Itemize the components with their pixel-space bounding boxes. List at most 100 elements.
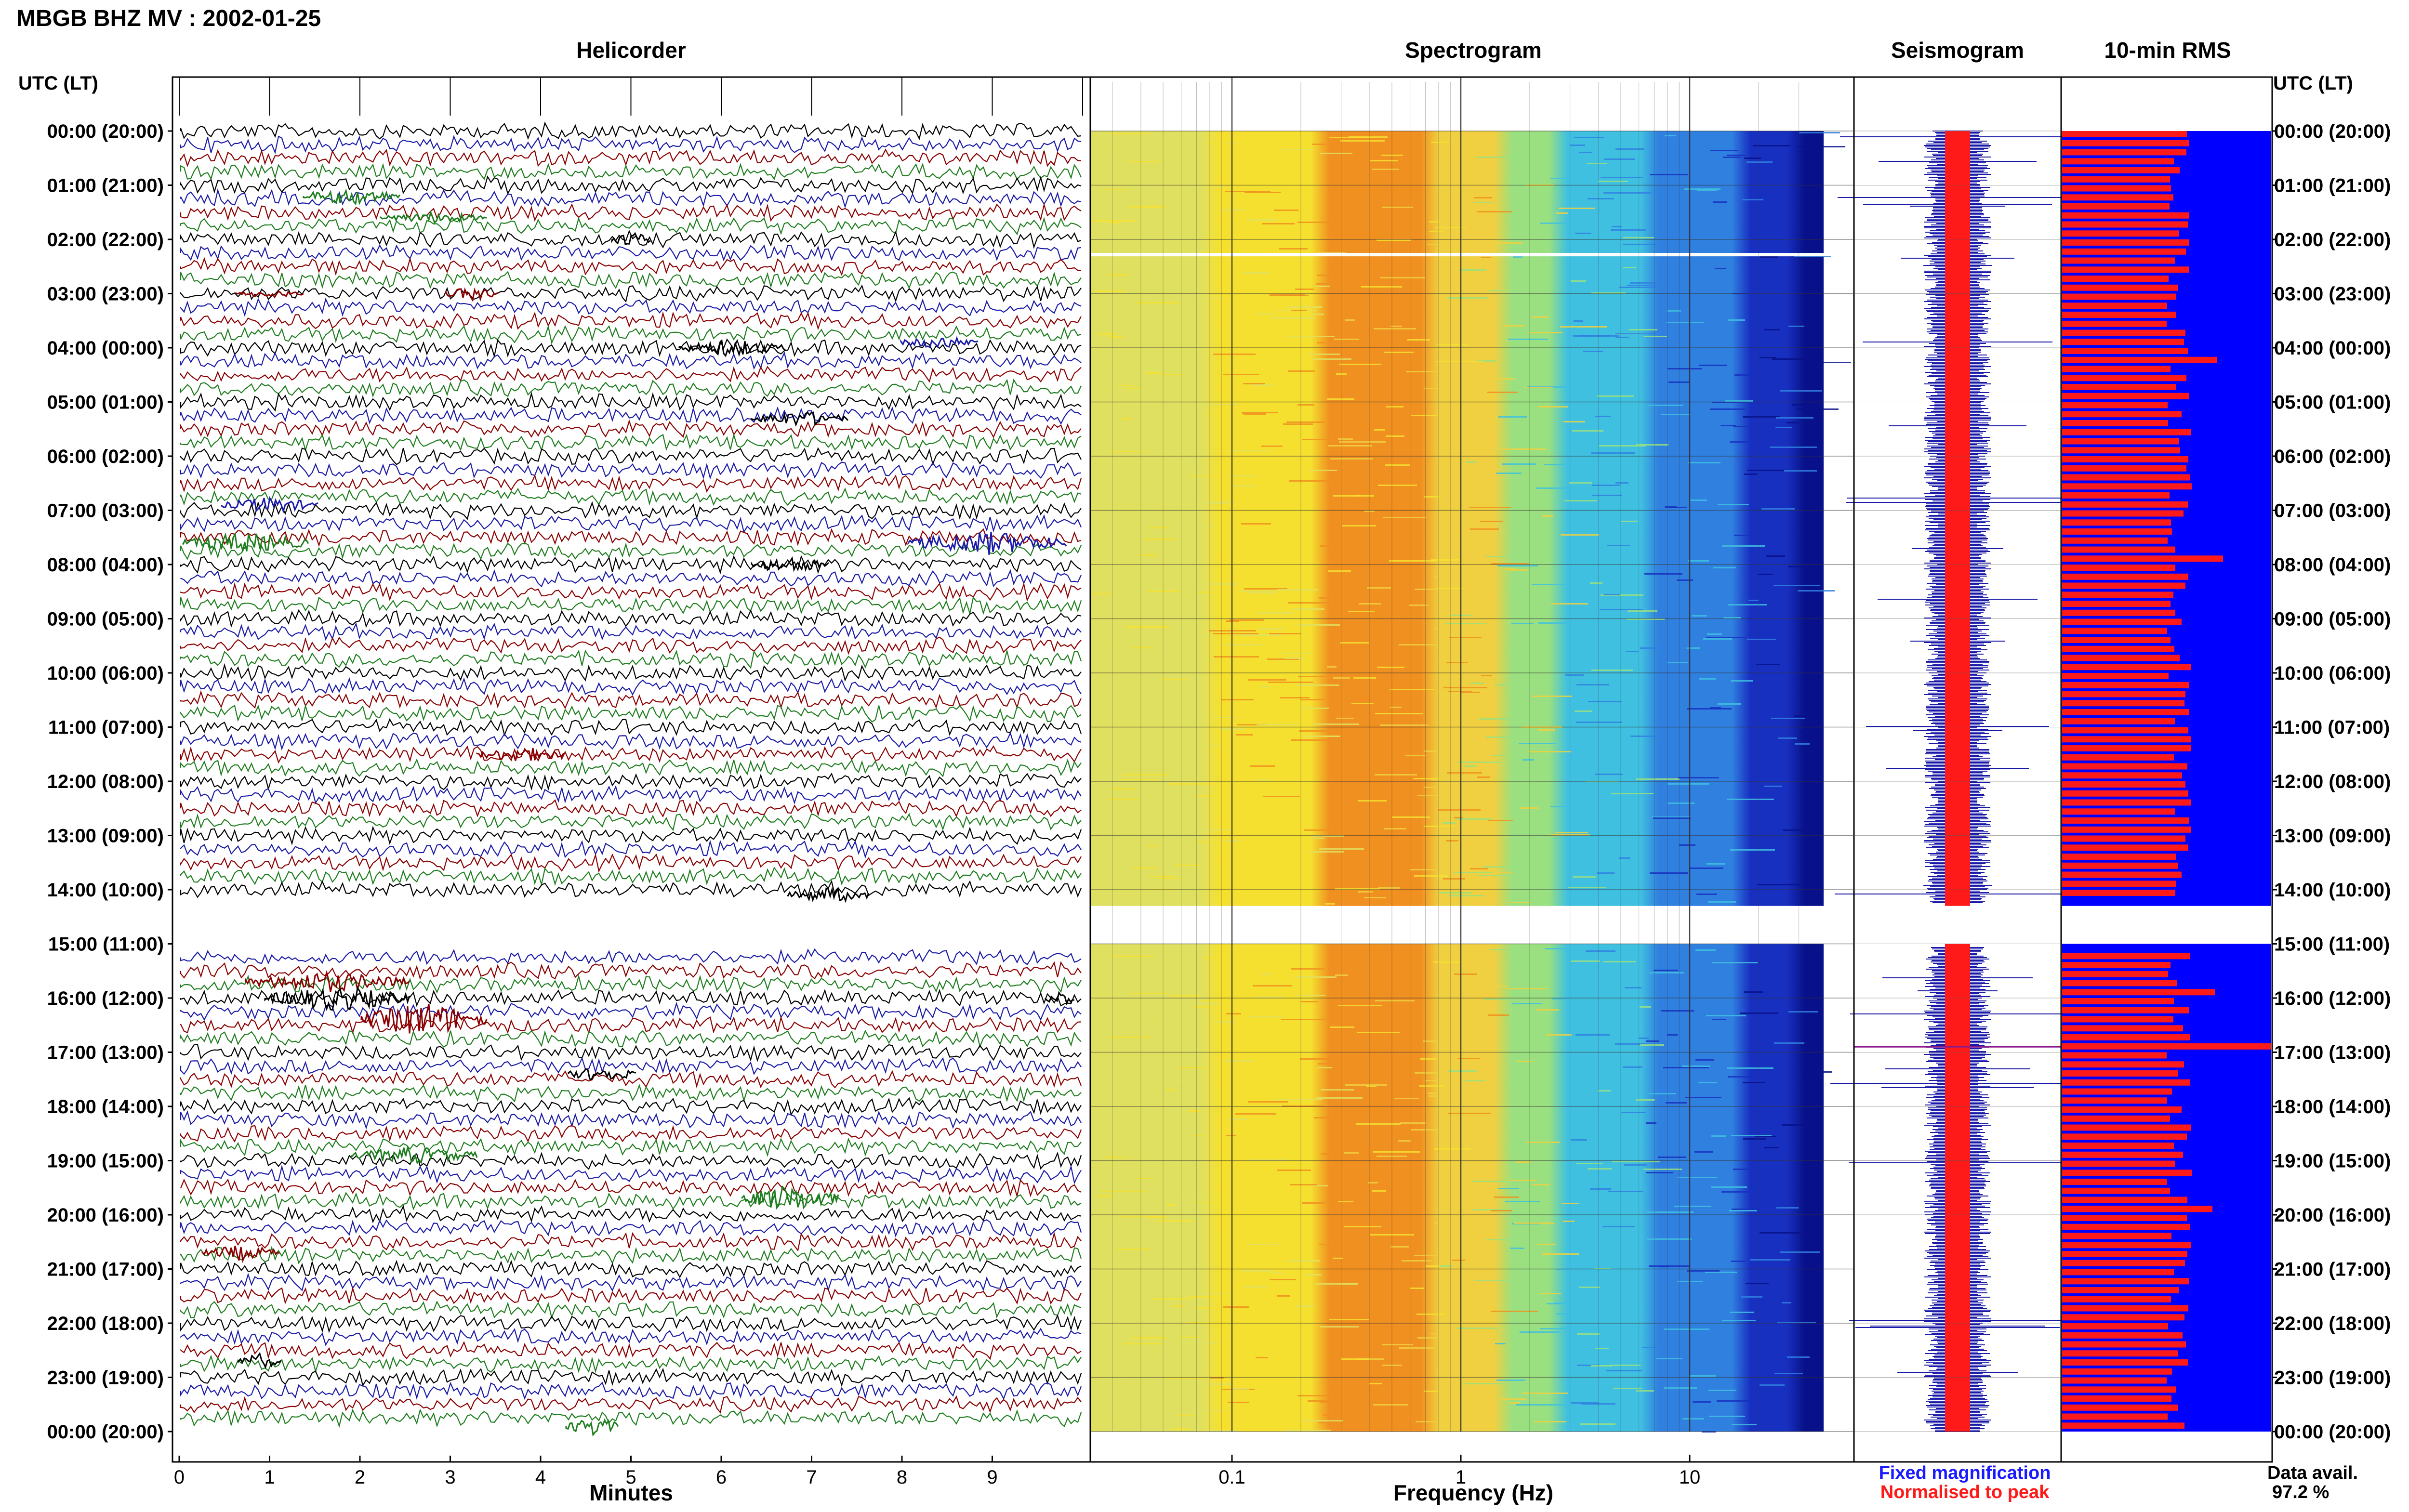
rms-bar xyxy=(2062,312,2176,318)
helicorder-trace xyxy=(180,677,1082,696)
spectrogram-speckle xyxy=(1167,1098,1187,1099)
spectrogram-speckle xyxy=(1744,473,1757,475)
spectrogram-speckle xyxy=(1226,1013,1241,1014)
rms-bar xyxy=(2062,194,2173,201)
rms-bar xyxy=(2062,420,2168,426)
spectrogram-speckle xyxy=(1357,1032,1400,1033)
spectrogram-speckle xyxy=(1112,149,1137,151)
helicorder-event xyxy=(245,970,410,992)
spectrogram-speckle xyxy=(1667,322,1704,323)
spectrogram-speckle xyxy=(1313,358,1351,360)
spectrogram-speckle xyxy=(1449,895,1484,896)
spectrogram-speckle xyxy=(1435,621,1470,622)
spectrogram-speckle xyxy=(1198,1293,1227,1294)
spectrogram-speckle xyxy=(1258,628,1284,630)
rms-bar xyxy=(2062,140,2189,146)
spectrogram-speckle xyxy=(1159,878,1181,879)
spectrogram-speckle xyxy=(1283,423,1313,425)
rms-bar xyxy=(2062,592,2173,598)
spectrogram-speckle xyxy=(1302,1202,1324,1204)
rms-bar xyxy=(2062,1007,2189,1013)
spectrogram-speckle xyxy=(1123,650,1153,652)
spectrogram-speckle xyxy=(1415,589,1447,590)
spectrogram-speckle xyxy=(1286,421,1324,423)
spectrogram-speckle xyxy=(1466,461,1476,463)
spectrogram-speckle xyxy=(1435,227,1466,228)
spectrogram-speckle xyxy=(1328,570,1351,572)
spectrogram-speckle xyxy=(1615,333,1659,334)
helicorder-trace xyxy=(180,351,1082,370)
spectrogram-speckle xyxy=(1377,667,1404,668)
helicorder-trace xyxy=(180,772,1082,791)
spectrogram-speckle xyxy=(1316,283,1328,285)
rms-bar xyxy=(2062,736,2191,743)
spectrogram-speckle xyxy=(1774,1373,1803,1374)
spectrogram-speckle xyxy=(1615,482,1628,484)
spectrogram-speckle xyxy=(1188,475,1228,476)
plot-title: MBGB BHZ MV : 2002-01-25 xyxy=(16,6,321,31)
spectrogram-speckle xyxy=(1597,872,1615,874)
rms-bar xyxy=(2062,221,2188,228)
spectrogram-speckle xyxy=(1196,841,1211,843)
spectrogram-speckle xyxy=(1636,1390,1654,1392)
helicorder-trace xyxy=(180,745,1082,764)
spectrogram-speckle xyxy=(1687,708,1732,710)
spectrogram-speckle xyxy=(1546,1034,1572,1036)
spectrogram-speckle xyxy=(1486,1239,1532,1240)
right-time-label: 10:00 (06:00) xyxy=(2274,663,2391,684)
rms-bar xyxy=(2062,339,2184,345)
spectrogram-speckle xyxy=(1782,1302,1791,1303)
seismogram-normalised-band-pm xyxy=(1945,944,1970,1432)
spectrogram-speckle xyxy=(1490,949,1524,950)
rms-bar xyxy=(2062,402,2168,408)
spectrogram-speckle xyxy=(1712,402,1758,403)
rms-bar xyxy=(2062,356,2217,363)
spectrogram-speckle xyxy=(1295,289,1314,290)
spectrogram-speckle xyxy=(1345,1084,1387,1086)
spectrogram-speckle xyxy=(1139,554,1156,556)
spectrogram-speckle xyxy=(1599,445,1646,447)
spectrogram-speckle xyxy=(1603,192,1651,194)
spectrogram-speckle xyxy=(1713,201,1727,203)
spectrogram-speckle xyxy=(1734,535,1752,536)
spectrogram-speckle xyxy=(1318,1422,1329,1423)
left-time-label: 00:00 (20:00) xyxy=(47,1421,164,1443)
helicorder-event xyxy=(201,1246,280,1263)
spectrogram-speckle xyxy=(1663,1067,1709,1068)
helicorder-trace xyxy=(180,135,1082,155)
spectrogram-speckle xyxy=(1760,1232,1801,1234)
helicorder-trace xyxy=(180,948,1082,965)
spectrogram-speckle xyxy=(1520,1331,1561,1333)
spectrogram-speckle xyxy=(1750,1259,1790,1261)
spectrogram-speckle xyxy=(1798,590,1835,592)
spectrogram-speckle xyxy=(1788,566,1807,567)
spectrogram-speckle xyxy=(1575,1034,1610,1036)
spectrogram-speckle xyxy=(1327,398,1354,400)
helicorder-trace xyxy=(180,622,1082,641)
spectrogram-speckle xyxy=(1313,723,1359,725)
rms-bar xyxy=(2062,456,2188,462)
spectrogram-speckle xyxy=(1491,1311,1538,1312)
spectrogram-speckle xyxy=(1579,152,1592,153)
spectrogram-speckle xyxy=(1474,202,1493,203)
spectrogram-speckle xyxy=(1256,997,1284,998)
spectrogram-speckle xyxy=(1166,1089,1176,1091)
spectrogram-speckle xyxy=(1730,849,1775,851)
spectrogram-speckle xyxy=(1369,1383,1382,1384)
spectrogram-speckle xyxy=(1304,829,1345,831)
helicorder-trace xyxy=(180,447,1082,466)
spectrogram-speckle xyxy=(1180,1196,1203,1198)
spectrogram-speckle xyxy=(1728,604,1767,605)
spectrogram-speckle xyxy=(1486,736,1533,738)
helicorder-event xyxy=(303,188,401,206)
spectrogram-speckle xyxy=(1472,1181,1506,1182)
rms-bar xyxy=(2062,790,2188,797)
spectrogram-speckle xyxy=(1684,188,1721,190)
spectrogram-speckle xyxy=(1644,573,1682,575)
spectrogram-speckle xyxy=(1112,956,1154,957)
spectrogram-speckle xyxy=(1576,684,1609,685)
rms-bar xyxy=(2062,664,2191,671)
spectrogram-speckle xyxy=(1424,1391,1439,1392)
spectrogram-speckle xyxy=(1744,158,1761,159)
spectrogram-speckle xyxy=(1510,1248,1524,1249)
